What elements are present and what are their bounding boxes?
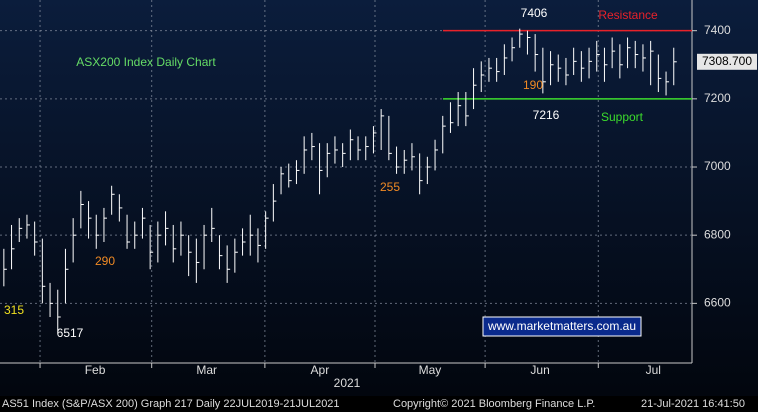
- last-price-box: [697, 53, 757, 70]
- level-label: Resistance: [598, 8, 658, 22]
- url[interactable]: www.marketmatters.com.au: [487, 319, 636, 333]
- footer-text: AS51 Index (S&P/ASX 200) Graph 217 Daily…: [2, 398, 340, 410]
- footer-text: Copyright© 2021 Bloomberg Finance L.P.: [393, 398, 595, 410]
- annotation: ASX200 Index Daily Chart: [76, 55, 216, 69]
- annotation: 190: [523, 78, 543, 92]
- x-tick-label: Jun: [530, 363, 549, 377]
- annotation: 6517: [57, 326, 84, 340]
- x-tick-label: Jul: [646, 363, 661, 377]
- y-tick-label: 6600: [704, 296, 731, 310]
- x-year: 2021: [334, 376, 361, 390]
- url-box: [482, 316, 642, 337]
- annotation: 7216: [533, 108, 560, 122]
- x-tick-label: Mar: [196, 363, 217, 377]
- x-tick-label: May: [419, 363, 442, 377]
- footer-bar: [0, 396, 758, 412]
- annotation: 255: [380, 180, 400, 194]
- annotation: 7406: [521, 6, 548, 20]
- x-tick-label: Feb: [85, 363, 106, 377]
- annotation: 290: [95, 254, 115, 268]
- x-tick-label: Apr: [311, 363, 330, 377]
- level-label: Support: [601, 110, 644, 124]
- annotation: 315: [4, 303, 24, 317]
- y-tick-label: 7400: [704, 23, 731, 37]
- y-tick-label: 6800: [704, 227, 731, 241]
- last-price-label: 7308.700: [702, 54, 752, 68]
- y-tick-label: 7000: [704, 159, 731, 173]
- y-tick-label: 7200: [704, 91, 731, 105]
- plot: 6600 6800 7000 7200 7400 Feb Mar Apr May Jun Jul Re…: [0, 0, 757, 377]
- footer-text: 21-Jul-2021 16:41:50: [641, 398, 745, 410]
